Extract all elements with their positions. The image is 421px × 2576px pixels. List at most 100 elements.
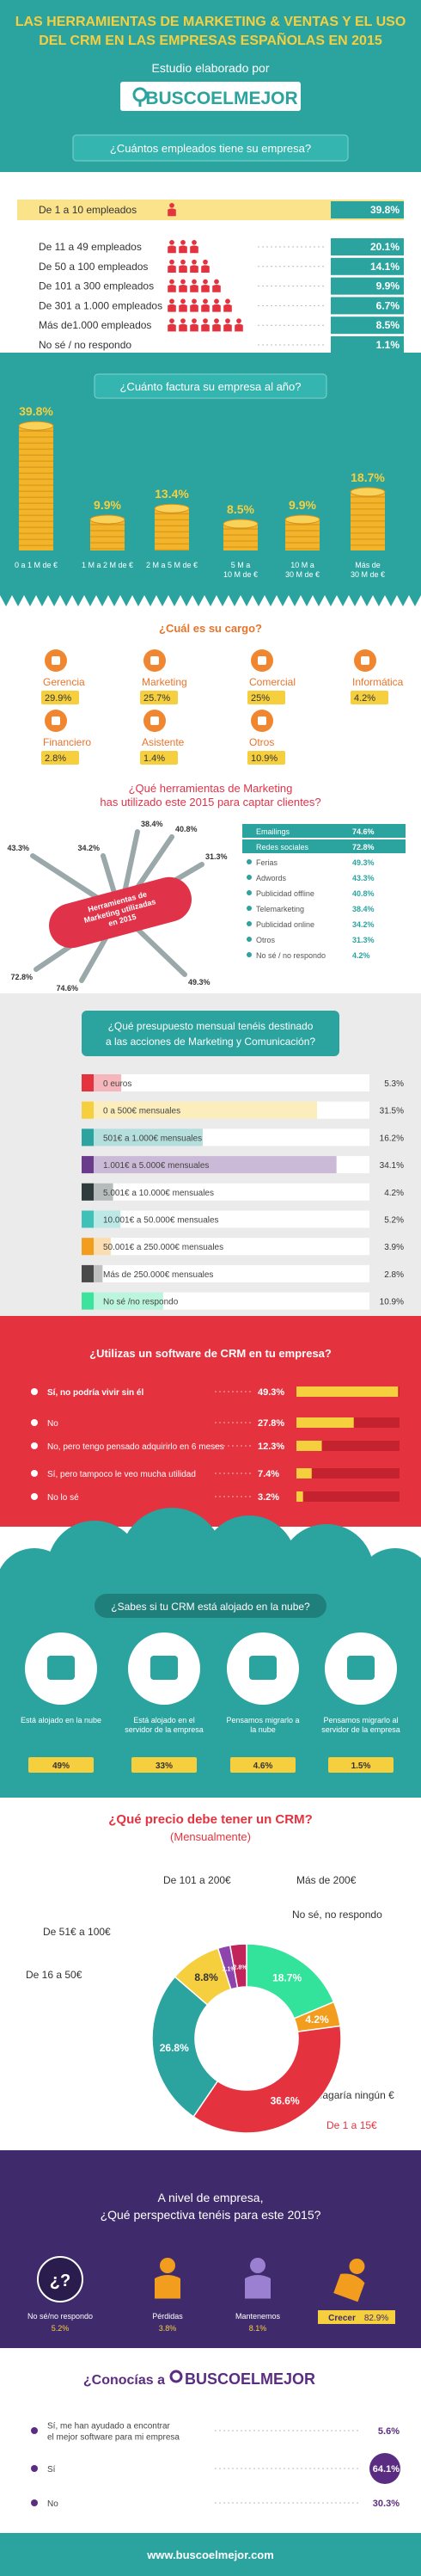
question-box xyxy=(94,373,327,399)
icon-detail xyxy=(150,1656,178,1680)
role-value: 29.9% xyxy=(45,693,71,704)
track xyxy=(82,1101,369,1119)
category-label: 2 M a 5 M de € xyxy=(146,561,198,569)
role-value: 10.9% xyxy=(251,753,278,764)
row-value: 9.9% xyxy=(376,280,400,292)
bar xyxy=(296,1386,399,1397)
person-icon xyxy=(201,259,210,273)
value-label: 39.8% xyxy=(19,404,53,418)
row-value: 39.8% xyxy=(370,204,400,216)
person-head xyxy=(214,318,219,323)
row-label: 5.001€ a 10.000€ mensuales xyxy=(103,1189,214,1198)
title: DEL CRM EN LAS EMPRESAS ESPAÑOLAS EN 201… xyxy=(39,31,382,48)
person-head xyxy=(203,279,208,285)
row-label: De 1 a 10 empleados xyxy=(39,204,137,216)
item-label: Crecer xyxy=(328,2314,356,2323)
logo: BUSCOELMEJOR xyxy=(185,2370,315,2388)
blade-value: 49.3% xyxy=(188,978,210,987)
person-icon xyxy=(201,298,210,312)
row-label: 0 a 500€ mensuales xyxy=(103,1107,180,1116)
person-head xyxy=(214,298,219,304)
value-pill xyxy=(41,751,79,765)
person-icon xyxy=(245,2258,271,2299)
row-label: 0 euros xyxy=(103,1079,131,1089)
title: LAS HERRAMIENTAS DE MARKETING & VENTAS Y… xyxy=(15,15,406,29)
row-dot xyxy=(31,2499,38,2506)
role-value: 1.4% xyxy=(143,753,165,764)
person-icon xyxy=(179,318,187,332)
footer-url: www.buscoelmejor.com xyxy=(146,2548,274,2561)
value-pill xyxy=(41,691,79,704)
person-head xyxy=(180,298,186,304)
slice-label: De 16 a 50€ xyxy=(26,1969,82,1981)
person-head xyxy=(160,2258,175,2273)
person-body xyxy=(179,285,187,292)
runner-icon xyxy=(333,2258,365,2302)
row-dot xyxy=(247,875,252,880)
blade-value: 43.3% xyxy=(7,844,29,852)
person-icon xyxy=(190,298,198,312)
awareness-bg xyxy=(0,2348,421,2533)
slice-value: 18.7% xyxy=(272,1971,302,1983)
item-value: 4.6% xyxy=(253,1761,273,1771)
person-icon xyxy=(333,2258,365,2302)
title: ¿Qué precio debe tener un CRM? xyxy=(108,1812,313,1827)
row-label: Sí, pero tampoco le veo mucha utilidad xyxy=(47,1470,196,1479)
person-icon xyxy=(190,240,198,254)
logo-pin xyxy=(169,2370,183,2383)
value-pill xyxy=(140,751,178,765)
tool-label: Adwords xyxy=(256,874,287,882)
crm: ¿Utilizas un software de CRM en tu empre… xyxy=(0,1316,421,1527)
person-body xyxy=(201,265,210,273)
person-head xyxy=(169,279,174,285)
role-label: Gerencia xyxy=(43,676,85,688)
question: ¿Qué perspectiva tenéis para este 2015? xyxy=(101,2208,321,2222)
highlight-row xyxy=(242,824,406,838)
person-body xyxy=(223,304,232,312)
person-icon xyxy=(201,279,210,292)
row-value: 7.4% xyxy=(258,1469,279,1479)
color-key xyxy=(82,1238,94,1256)
header: LAS HERRAMIENTAS DE MARKETING & VENTAS Y… xyxy=(0,0,421,172)
person-icon xyxy=(190,318,198,332)
tool-label: No sé / no respondo xyxy=(256,951,326,960)
slice-label: No sé, no respondo xyxy=(292,1909,382,1921)
value-pill xyxy=(351,691,388,704)
bar xyxy=(296,1441,322,1451)
value-box xyxy=(331,238,404,255)
price: ¿Qué precio debe tener un CRM? (Mensualme… xyxy=(0,1798,421,2150)
item-label: Está alojado en la nube xyxy=(21,1716,101,1725)
value-pill xyxy=(328,1757,394,1773)
question: ¿Qué presupuesto mensual tenéis destinad… xyxy=(108,1020,314,1032)
item-value: 49% xyxy=(52,1761,70,1771)
row-value: 2.8% xyxy=(384,1270,404,1280)
zigzag xyxy=(0,595,421,606)
item-value: 1.5% xyxy=(351,1761,371,1771)
value-box xyxy=(331,317,404,335)
question: ¿Sabes si tu CRM está alojado en la nube… xyxy=(111,1601,310,1613)
value-label: 18.7% xyxy=(351,470,385,484)
person-icon xyxy=(168,203,176,217)
row-value: 3.2% xyxy=(258,1492,279,1503)
person-body xyxy=(245,2275,271,2299)
row-dot xyxy=(31,1470,38,1477)
row-dot xyxy=(247,890,252,895)
value-highlight xyxy=(369,2453,400,2484)
question: a las acciones de Marketing y Comunicaci… xyxy=(106,1036,315,1048)
track xyxy=(82,1128,369,1147)
tool-label: Redes sociales xyxy=(256,843,309,851)
row-value: 20.1% xyxy=(370,241,400,253)
value-label: 8.5% xyxy=(227,502,254,516)
row-label: No sé /no respondo xyxy=(103,1298,179,1307)
person-body xyxy=(190,323,198,332)
person-head xyxy=(214,279,219,285)
person-body xyxy=(212,323,221,332)
value-pill xyxy=(247,691,285,704)
slice-value: 8.8% xyxy=(194,1971,218,1983)
value-box xyxy=(331,297,404,315)
cloud-bump xyxy=(357,1548,421,1626)
awareness: ¿Conocías a BUSCOELMEJOR Sí, me han ayudad… xyxy=(0,2348,421,2533)
donut-slice xyxy=(192,2025,342,2134)
person-head xyxy=(169,259,174,265)
